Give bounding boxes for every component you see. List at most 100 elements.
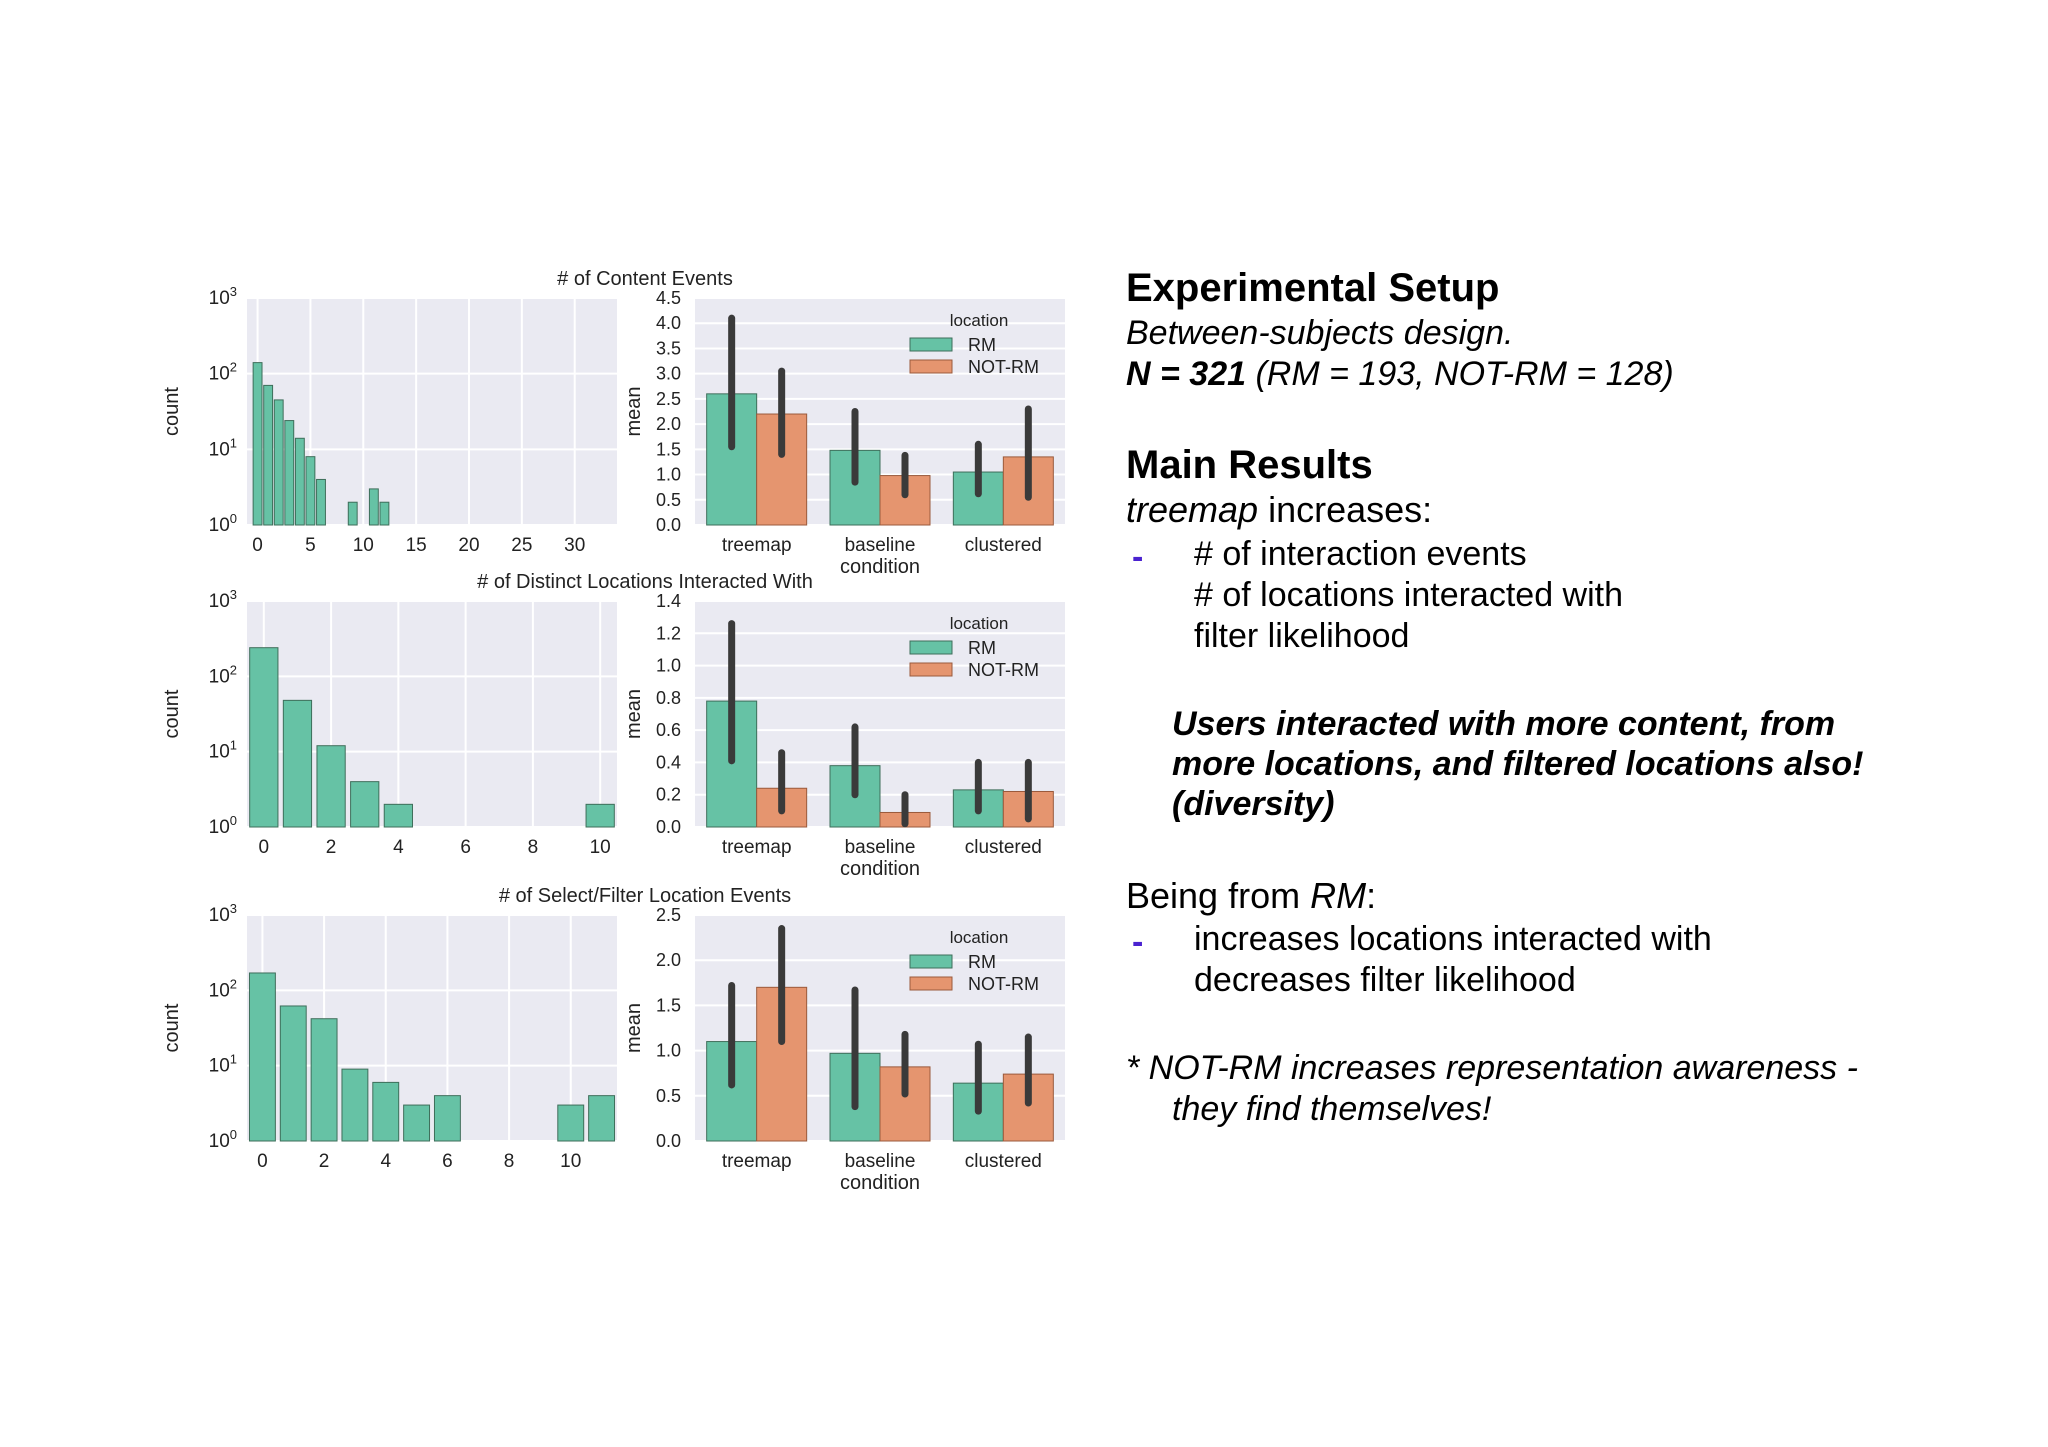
hist-bar	[310, 1018, 338, 1142]
legend-label: NOT-RM	[968, 357, 1039, 377]
results-heading: Main Results	[1126, 443, 1373, 487]
means-xlabel: condition	[840, 858, 920, 880]
means-ytick-label: 4.5	[656, 288, 681, 308]
means-ytick-label: 3.0	[656, 364, 681, 384]
hist-ylabel: count	[161, 387, 183, 436]
treemap-word: treemap	[1126, 489, 1259, 530]
hist-bar	[249, 647, 279, 828]
legend-title: location	[950, 928, 1009, 947]
legend-title: location	[950, 311, 1009, 330]
legend-label: NOT-RM	[968, 660, 1039, 680]
means-xtick-label: baseline	[845, 837, 916, 858]
means-ytick-label: 2.0	[656, 950, 681, 970]
hist-ytick-label: 101	[209, 738, 237, 763]
means-ytick-label: 0.0	[656, 817, 681, 837]
means-ytick-label: 2.5	[656, 389, 681, 409]
bullet-dash: -	[1132, 538, 1144, 576]
legend-swatch	[909, 662, 953, 677]
legend-label: RM	[968, 638, 996, 658]
means-xtick-label: baseline	[845, 535, 916, 556]
hist-ytick-label: 101	[209, 1052, 237, 1077]
treemap-line: treemap increases:	[1126, 489, 1432, 531]
setup-design: Between-subjects design.	[1126, 314, 1514, 352]
hist-ylabel: count	[161, 689, 183, 738]
means-ytick-label: 0.0	[656, 515, 681, 535]
hist-bar	[368, 488, 379, 526]
hist-bar	[279, 1005, 307, 1142]
legend-label: RM	[968, 335, 996, 355]
means-xtick-label: treemap	[722, 1151, 792, 1172]
hist-ylabel: count	[161, 1003, 183, 1052]
hist-bar	[350, 781, 380, 828]
hist-bar	[252, 362, 263, 526]
hist-bar	[248, 972, 276, 1142]
note-line: they find themselves!	[1172, 1090, 1492, 1128]
hist-xtick-label: 5	[305, 535, 316, 556]
hist-xtick-label: 15	[406, 535, 427, 556]
chart-title: # of Select/Filter Location Events	[499, 885, 791, 907]
n-detail: (RM = 193, NOT-RM = 128)	[1255, 355, 1674, 393]
hist-ytick-label: 102	[209, 360, 237, 385]
hist-ytick-label: 103	[209, 587, 237, 612]
means-ytick-label: 0.5	[656, 1086, 681, 1106]
rm-line: Being from RM:	[1126, 875, 1376, 917]
means-ylabel: mean	[623, 386, 645, 436]
means-xlabel: condition	[840, 556, 920, 578]
means-ytick-label: 1.2	[656, 623, 681, 643]
rm-suffix: :	[1366, 875, 1377, 916]
treemap-item: # of locations interacted with	[1194, 576, 1624, 614]
rm-item: increases locations interacted with	[1194, 920, 1712, 958]
n-label: N = 321	[1126, 355, 1247, 393]
hist-xtick-label: 0	[257, 1151, 268, 1172]
legend-title: location	[950, 614, 1009, 633]
means-ytick-label: 0.5	[656, 490, 681, 510]
hist-xtick-label: 25	[511, 535, 532, 556]
hist-xtick-label: 4	[380, 1151, 391, 1172]
hist-ytick-label: 103	[209, 284, 237, 309]
hist-ytick-label: 102	[209, 662, 237, 687]
hist-xtick-label: 2	[326, 837, 337, 858]
hist-ytick-label: 100	[209, 511, 237, 536]
legend-label: NOT-RM	[968, 974, 1039, 994]
chart-title: # of Content Events	[557, 268, 733, 290]
legend-swatch	[909, 337, 953, 352]
means-xtick-label: clustered	[965, 1151, 1042, 1172]
hist-xtick-label: 0	[259, 837, 270, 858]
means-xtick-label: clustered	[965, 535, 1042, 556]
means-xtick-label: clustered	[965, 837, 1042, 858]
hist-xtick-label: 8	[504, 1151, 515, 1172]
hist-bar	[305, 456, 316, 526]
means-ytick-label: 4.0	[656, 313, 681, 333]
hist-ytick-label: 102	[209, 976, 237, 1001]
treemap-rest: increases:	[1258, 489, 1433, 530]
means-ytick-label: 0.0	[656, 1131, 681, 1151]
hist-xtick-label: 2	[319, 1151, 330, 1172]
hist-xtick-label: 10	[560, 1151, 581, 1172]
means-ytick-label: 2.5	[656, 905, 681, 925]
hist-xtick-label: 0	[252, 535, 263, 556]
hist-bar	[294, 437, 305, 526]
hist-ytick-label: 103	[209, 901, 237, 926]
hist-bar	[588, 1095, 616, 1142]
hist-xtick-label: 6	[460, 837, 471, 858]
hist-ytick-label: 100	[209, 813, 237, 838]
means-xtick-label: baseline	[845, 1151, 916, 1172]
means-ytick-label: 0.2	[656, 785, 681, 805]
means-ytick-label: 1.4	[656, 591, 681, 611]
chart-title: # of Distinct Locations Interacted With	[477, 571, 813, 593]
hist-bar	[433, 1095, 461, 1142]
hist-bar	[282, 699, 313, 828]
legend-swatch	[909, 976, 953, 991]
hist-bar	[273, 399, 284, 526]
hist-bar	[347, 501, 358, 526]
rm-word: RM	[1310, 875, 1367, 916]
note-line: * NOT-RM increases representation awaren…	[1126, 1049, 1858, 1087]
means-ylabel: mean	[623, 689, 645, 739]
hist-bar	[316, 478, 326, 526]
hist-bar	[585, 803, 615, 828]
hist-bar	[557, 1104, 585, 1142]
hist-panel-bg	[247, 915, 617, 1141]
means-xtick-label: treemap	[722, 535, 792, 556]
treemap-item: filter likelihood	[1194, 617, 1410, 655]
setup-heading: Experimental Setup	[1126, 266, 1500, 310]
